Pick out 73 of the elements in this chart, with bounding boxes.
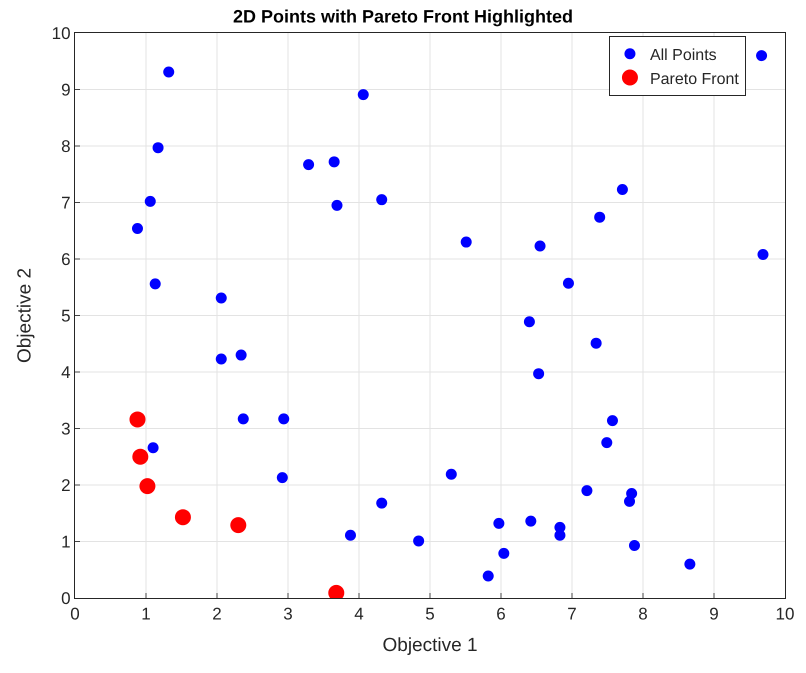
point [590,338,602,349]
y-tick-label: 7 [61,193,71,212]
point [628,540,640,551]
point [482,570,494,582]
point [139,478,156,494]
point [446,468,457,480]
x-tick-label: 7 [567,604,577,624]
y-tick-label: 5 [61,306,71,326]
x-tick-label: 5 [425,604,435,624]
point [606,415,618,426]
point [493,518,504,529]
point [562,278,574,289]
point [524,316,535,328]
y-tick-label: 10 [52,24,71,43]
x-tick-label: 10 [776,604,794,624]
point [150,278,161,290]
point [278,413,290,424]
chart-title: 2D Points with Pareto Front Highlighted [233,6,573,27]
point [534,240,546,252]
y-axis-title: Objective 2 [14,268,36,364]
point [601,437,612,448]
point [328,156,340,168]
x-tick-label: 3 [283,604,293,624]
y-tick-label: 0 [61,588,71,608]
y-tick-label: 6 [61,250,71,269]
point [554,530,566,541]
point [152,142,164,154]
point [144,196,156,207]
point [498,548,510,559]
point [581,485,592,496]
x-tick-label: 2 [212,604,222,624]
point [460,236,472,248]
point [132,222,143,234]
y-tick-label: 9 [61,80,71,100]
point [216,292,227,304]
point [230,517,246,534]
x-tick-label: 9 [709,604,719,624]
point [129,411,146,428]
point [376,194,388,206]
x-tick-label: 1 [141,604,151,624]
point [238,413,249,424]
point [533,368,544,380]
point [756,50,768,62]
point [331,200,342,211]
legend-label: All Points [650,46,717,64]
y-tick-label: 2 [61,476,71,495]
point [358,89,369,100]
point [684,558,696,570]
point [624,496,636,507]
point [616,184,628,196]
point [132,448,148,465]
point [594,212,606,223]
point [525,516,536,527]
x-tick-label: 8 [638,604,648,624]
x-tick-label: 6 [496,604,506,624]
y-tick-label: 8 [61,136,71,156]
point [376,498,388,509]
point [303,159,314,170]
x-tick-label: 4 [354,604,364,624]
point [174,509,191,526]
point [344,530,356,541]
y-tick-label: 4 [61,362,71,382]
point [148,442,159,454]
y-tick-label: 3 [61,419,71,438]
point [163,66,174,78]
legend-label: Pareto Front [650,70,740,88]
y-tick-label: 1 [61,532,71,552]
point [276,472,288,484]
point [413,535,424,546]
x-axis-title: Objective 1 [382,635,478,656]
point [216,354,227,365]
point [757,248,768,260]
point [236,350,247,361]
